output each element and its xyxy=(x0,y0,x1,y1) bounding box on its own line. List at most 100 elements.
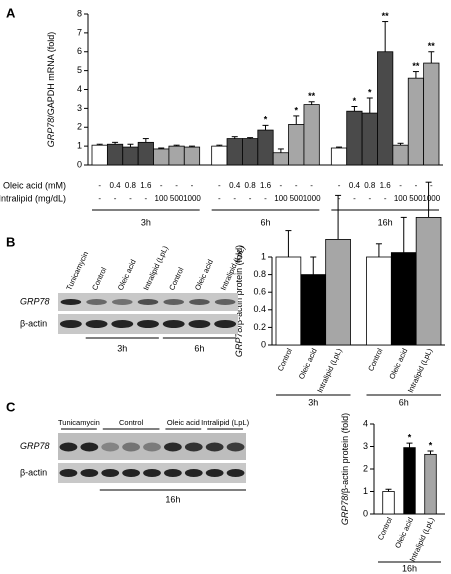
significance-mark: * xyxy=(353,96,357,106)
bar xyxy=(423,62,440,166)
intralipid-dose: 500 xyxy=(290,194,304,203)
bar xyxy=(257,129,274,166)
significance-mark: ** xyxy=(428,41,436,51)
y-tick-label: 5 xyxy=(77,65,82,75)
blot-band xyxy=(59,442,78,452)
oleic-dose: 1.6 xyxy=(140,181,152,190)
blot-band xyxy=(164,442,182,452)
intralipid-dose: - xyxy=(218,194,221,203)
y-tick-label: 3 xyxy=(363,441,368,451)
x-tick-label: Intralipid (LpL) xyxy=(406,346,435,394)
intralipid-dose: - xyxy=(98,194,101,203)
significance-mark: ** xyxy=(382,11,390,21)
blot-row-label: GRP78 xyxy=(20,296,50,306)
panel-letter: A xyxy=(6,5,16,20)
intralipid-dose: 1000 xyxy=(303,194,321,203)
significance-mark: * xyxy=(368,87,372,97)
panel-letter: B xyxy=(6,234,15,249)
blot-band xyxy=(60,299,82,305)
bar xyxy=(122,146,139,166)
x-tick-label: Control xyxy=(366,347,385,373)
intralipid-dose: 1000 xyxy=(183,194,201,203)
lane-label: Control xyxy=(90,266,109,292)
blot-band xyxy=(163,299,184,305)
oleic-dose: - xyxy=(191,181,194,190)
oleic-dose: - xyxy=(430,181,433,190)
oleic-dose: - xyxy=(160,181,163,190)
y-tick-label: 1 xyxy=(363,486,368,496)
significance-mark: ** xyxy=(308,91,316,101)
bar xyxy=(168,145,185,166)
blot-row-label: GRP78 xyxy=(20,441,50,451)
blot-band xyxy=(137,320,159,328)
bar xyxy=(403,447,416,515)
blot-band xyxy=(226,469,245,477)
blot-band xyxy=(184,442,203,452)
blot-band xyxy=(205,469,224,477)
y-tick-label: 4 xyxy=(77,84,82,94)
intralipid-dose: - xyxy=(114,194,117,203)
blot-band xyxy=(214,299,236,305)
bar xyxy=(272,152,289,166)
time-label: 16h xyxy=(378,217,393,227)
lane-label: Tunicamycin xyxy=(64,250,90,292)
bar xyxy=(303,104,320,166)
bar xyxy=(106,143,124,166)
oleic-dose: - xyxy=(98,181,101,190)
lane-label: Control xyxy=(119,418,144,427)
time-label: 3h xyxy=(117,343,127,353)
bar xyxy=(390,252,417,346)
y-tick-label: 1 xyxy=(261,251,266,261)
lane-label: Tunicamycin xyxy=(58,418,100,427)
blot-row-label: β-actin xyxy=(20,467,47,477)
blot-band xyxy=(162,320,185,328)
oleic-dose: 0.4 xyxy=(229,181,241,190)
blot-band xyxy=(214,320,237,328)
bar xyxy=(211,145,228,166)
intralipid-dose: - xyxy=(353,194,356,203)
y-tick-label: 6 xyxy=(77,46,82,56)
oleic-dose: 0.4 xyxy=(349,181,361,190)
y-axis-label-gene: GRP78 xyxy=(234,328,244,358)
time-label: 6h xyxy=(260,217,270,227)
y-tick-label: 0 xyxy=(261,339,266,349)
bar xyxy=(242,138,259,166)
panel-letter: C xyxy=(6,399,16,414)
intralipid-dose: 100 xyxy=(394,194,408,203)
y-tick-label: 3 xyxy=(77,103,82,113)
blot-band xyxy=(189,299,210,305)
y-axis-label-gene: GRP78 xyxy=(340,496,350,526)
bar xyxy=(288,124,305,166)
bar xyxy=(91,144,108,166)
oleic-dose: 0.8 xyxy=(125,181,137,190)
oleic-dose: - xyxy=(175,181,178,190)
y-axis-label: GRP78/GAPDH mRNA (fold) xyxy=(46,32,56,148)
blot-band xyxy=(122,469,140,477)
intralipid-dose: 500 xyxy=(170,194,184,203)
blot-band xyxy=(226,442,245,452)
y-tick-label: 0.2 xyxy=(253,322,266,332)
bar xyxy=(183,146,201,166)
bar xyxy=(361,112,378,166)
oleic-dose: - xyxy=(280,181,283,190)
blot-band xyxy=(101,469,120,477)
oleic-dose: - xyxy=(338,181,341,190)
time-label: 16h xyxy=(402,563,417,573)
significance-mark: ** xyxy=(412,61,420,71)
y-axis-label: GRP78/β-actin protein (fold) xyxy=(234,245,244,357)
intralipid-dose: 500 xyxy=(409,194,423,203)
oleic-dose: 1.6 xyxy=(260,181,272,190)
y-tick-label: 0 xyxy=(77,159,82,169)
blot-band xyxy=(86,299,107,305)
blot-band xyxy=(111,320,134,328)
oleic-dose: 0.8 xyxy=(245,181,257,190)
lane-label: Control xyxy=(167,266,186,292)
lane-label: Oleic acid xyxy=(116,258,138,292)
blot-band xyxy=(164,469,182,477)
intralipid-dose: - xyxy=(144,194,147,203)
blot-band xyxy=(59,320,82,328)
oleic-dose: - xyxy=(218,181,221,190)
oleic-dose: - xyxy=(295,181,298,190)
y-tick-label: 0.6 xyxy=(253,287,266,297)
